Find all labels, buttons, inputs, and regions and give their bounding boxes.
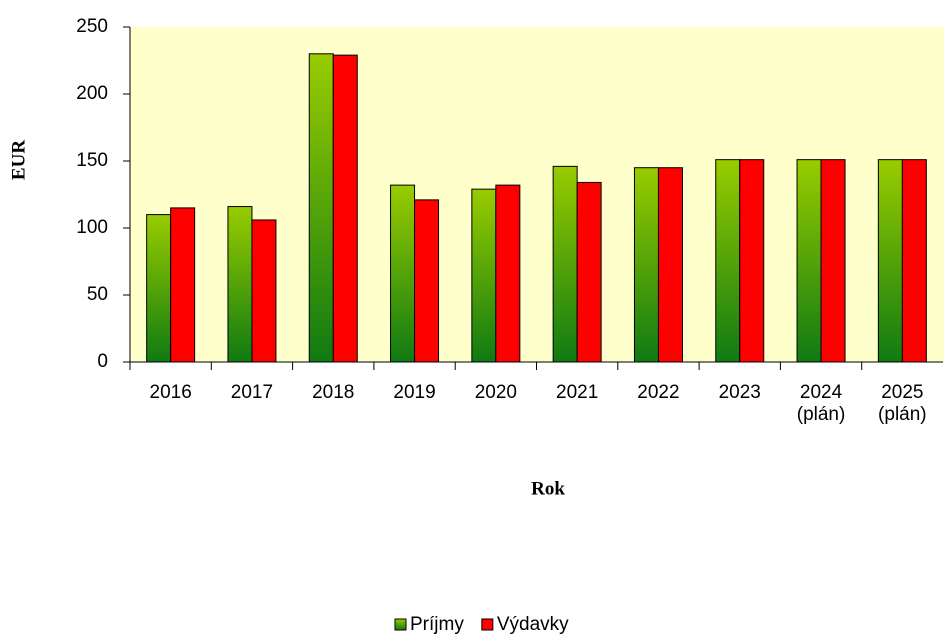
bar bbox=[471, 188, 497, 363]
bar bbox=[877, 159, 903, 363]
bar bbox=[739, 159, 765, 363]
bar bbox=[308, 53, 334, 363]
y-tick-label: 50 bbox=[87, 284, 108, 305]
x-tick-label: 2020 bbox=[474, 382, 517, 403]
bar bbox=[495, 184, 521, 363]
y-tick-label: 250 bbox=[76, 16, 108, 37]
x-tick-label: 2017 bbox=[230, 382, 274, 403]
x-tick-label: 2016 bbox=[149, 382, 192, 403]
x-axis-label: Rok bbox=[531, 478, 565, 499]
bar bbox=[657, 167, 683, 363]
y-tick-label: 0 bbox=[97, 351, 108, 372]
bar bbox=[390, 184, 416, 363]
x-tick-label: 2018 bbox=[312, 382, 355, 403]
x-tick-label: 2019 bbox=[393, 382, 436, 403]
bar bbox=[715, 159, 741, 363]
y-tick-label: 150 bbox=[76, 150, 108, 171]
bar bbox=[633, 167, 659, 363]
bar bbox=[146, 214, 172, 363]
legend-label: Príjmy bbox=[410, 614, 464, 635]
bar bbox=[820, 159, 846, 363]
bar bbox=[576, 181, 602, 363]
x-tick-label: 2021 bbox=[556, 382, 599, 403]
legend-swatch bbox=[481, 618, 494, 631]
legend-swatch bbox=[394, 618, 407, 631]
bar bbox=[414, 199, 440, 363]
x-tick-label: 2024 (plán) bbox=[796, 382, 846, 425]
x-tick-label: 2023 bbox=[718, 382, 761, 403]
bar bbox=[227, 206, 253, 363]
x-tick-label: 2025 (plán) bbox=[878, 382, 927, 425]
bar bbox=[552, 165, 578, 363]
bar bbox=[901, 159, 927, 363]
y-axis-label: EUR bbox=[8, 140, 29, 180]
y-tick-label: 100 bbox=[76, 217, 108, 238]
bar bbox=[170, 207, 196, 363]
bar bbox=[796, 159, 822, 363]
y-tick-label: 200 bbox=[76, 83, 108, 104]
bar bbox=[332, 54, 358, 363]
x-tick-label: 2022 bbox=[637, 382, 680, 403]
bar bbox=[251, 219, 277, 363]
legend-label: Výdavky bbox=[497, 614, 569, 635]
